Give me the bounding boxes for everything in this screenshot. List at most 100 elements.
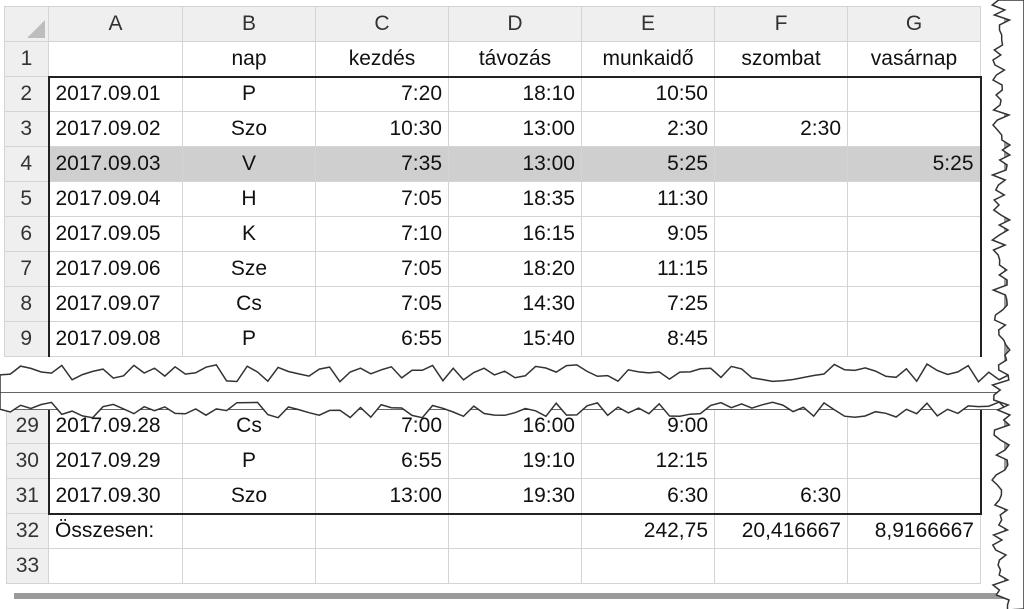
- cell-e[interactable]: 11:15: [581, 251, 715, 287]
- cell-b[interactable]: Szo: [182, 478, 316, 515]
- cell-c[interactable]: 6:55: [315, 443, 449, 479]
- cell-c[interactable]: 7:00: [315, 408, 449, 444]
- column-header-a[interactable]: A: [48, 6, 183, 42]
- column-header-b[interactable]: B: [182, 6, 316, 42]
- cell-b[interactable]: P: [182, 321, 316, 357]
- cell-g[interactable]: [847, 286, 982, 322]
- column-header-g[interactable]: G: [847, 6, 981, 42]
- cell-d[interactable]: 16:00: [448, 408, 582, 444]
- total-cell-c[interactable]: [315, 513, 449, 549]
- cell-f[interactable]: [714, 286, 848, 322]
- cell-e[interactable]: 7:25: [581, 286, 715, 322]
- cell-b[interactable]: Cs: [182, 286, 316, 322]
- cell-g1[interactable]: vasárnap: [847, 41, 981, 77]
- cell-g[interactable]: [847, 251, 982, 287]
- column-header-d[interactable]: D: [448, 6, 582, 42]
- row-header[interactable]: 5: [4, 181, 49, 217]
- row-header[interactable]: 7: [4, 251, 49, 287]
- cell-b[interactable]: [182, 548, 316, 584]
- row-header[interactable]: 32: [6, 513, 49, 549]
- cell-d[interactable]: 19:10: [448, 443, 582, 479]
- cell-b[interactable]: H: [182, 181, 316, 217]
- cell-b[interactable]: Sze: [182, 251, 316, 287]
- cell-g[interactable]: [847, 408, 982, 444]
- cell-a[interactable]: 2017.09.29: [47, 443, 183, 479]
- cell-g[interactable]: 5:25: [847, 146, 982, 182]
- cell-e[interactable]: 6:30: [581, 478, 715, 515]
- cell-f[interactable]: [714, 216, 848, 252]
- cell-f[interactable]: [714, 321, 848, 357]
- cell-c[interactable]: [315, 548, 449, 584]
- cell-e[interactable]: 9:05: [581, 216, 715, 252]
- cell-a[interactable]: 2017.09.30: [47, 478, 183, 515]
- cell-d[interactable]: 13:00: [448, 111, 582, 147]
- total-label[interactable]: Összesen:: [48, 513, 183, 549]
- cell-e[interactable]: 11:30: [581, 181, 715, 217]
- cell-b[interactable]: Szo: [182, 111, 316, 147]
- cell-a[interactable]: 2017.09.02: [47, 111, 183, 147]
- cell-c[interactable]: 7:05: [315, 181, 449, 217]
- select-all-corner[interactable]: [4, 6, 49, 42]
- cell-d[interactable]: 18:10: [448, 75, 582, 112]
- cell-d[interactable]: 16:15: [448, 216, 582, 252]
- cell-f1[interactable]: szombat: [714, 41, 848, 77]
- cell-d[interactable]: 18:35: [448, 181, 582, 217]
- cell-e[interactable]: 10:50: [581, 75, 715, 112]
- cell-d[interactable]: 14:30: [448, 286, 582, 322]
- cell-g[interactable]: [847, 75, 982, 112]
- cell-b1[interactable]: nap: [182, 41, 316, 77]
- cell-g[interactable]: [847, 478, 982, 515]
- cell-e1[interactable]: munkaidő: [581, 41, 715, 77]
- cell-e[interactable]: [581, 548, 715, 584]
- cell-a[interactable]: 2017.09.08: [47, 321, 183, 357]
- cell-a[interactable]: 2017.09.01: [47, 75, 183, 112]
- cell-a[interactable]: 2017.09.28: [47, 408, 183, 444]
- cell-f[interactable]: [714, 251, 848, 287]
- cell-d[interactable]: 13:00: [448, 146, 582, 182]
- cell-d1[interactable]: távozás: [448, 41, 582, 77]
- row-header[interactable]: 6: [4, 216, 49, 252]
- cell-e[interactable]: 2:30: [581, 111, 715, 147]
- row-header[interactable]: 33: [6, 548, 49, 584]
- row-header[interactable]: 29: [6, 408, 49, 444]
- row-header[interactable]: 8: [4, 286, 49, 322]
- cell-e[interactable]: 5:25: [581, 146, 715, 182]
- cell-e[interactable]: 12:15: [581, 443, 715, 479]
- cell-a1[interactable]: [48, 41, 183, 77]
- total-cell-d[interactable]: [448, 513, 582, 549]
- row-header[interactable]: 30: [6, 443, 49, 479]
- column-header-f[interactable]: F: [714, 6, 848, 42]
- cell-a[interactable]: 2017.09.03: [47, 146, 183, 182]
- cell-d[interactable]: 19:30: [448, 478, 582, 515]
- row-header[interactable]: 31: [6, 478, 49, 514]
- cell-b[interactable]: P: [182, 443, 316, 479]
- cell-f[interactable]: [714, 181, 848, 217]
- cell-f[interactable]: [714, 443, 848, 479]
- cell-e[interactable]: 8:45: [581, 321, 715, 357]
- cell-c[interactable]: 7:35: [315, 146, 449, 182]
- cell-f[interactable]: [714, 146, 848, 182]
- cell-c[interactable]: 10:30: [315, 111, 449, 147]
- row-header[interactable]: 9: [4, 321, 49, 357]
- cell-b[interactable]: V: [182, 146, 316, 182]
- cell-d[interactable]: [448, 548, 582, 584]
- cell-g[interactable]: [847, 111, 982, 147]
- column-header-c[interactable]: C: [315, 6, 449, 42]
- row-header[interactable]: 1: [4, 41, 49, 77]
- cell-b[interactable]: Cs: [182, 408, 316, 444]
- cell-b[interactable]: P: [182, 75, 316, 112]
- cell-f[interactable]: [714, 408, 848, 444]
- cell-f[interactable]: 6:30: [714, 478, 848, 515]
- cell-c[interactable]: 7:10: [315, 216, 449, 252]
- cell-d[interactable]: 18:20: [448, 251, 582, 287]
- cell-c[interactable]: 7:20: [315, 75, 449, 112]
- cell-a[interactable]: 2017.09.07: [47, 286, 183, 322]
- cell-g[interactable]: [847, 216, 982, 252]
- cell-a[interactable]: 2017.09.05: [47, 216, 183, 252]
- cell-g[interactable]: [847, 181, 982, 217]
- cell-g[interactable]: [847, 548, 981, 584]
- cell-f[interactable]: [714, 548, 848, 584]
- cell-c[interactable]: 7:05: [315, 251, 449, 287]
- row-header[interactable]: 2: [4, 76, 49, 112]
- row-header[interactable]: 3: [4, 111, 49, 147]
